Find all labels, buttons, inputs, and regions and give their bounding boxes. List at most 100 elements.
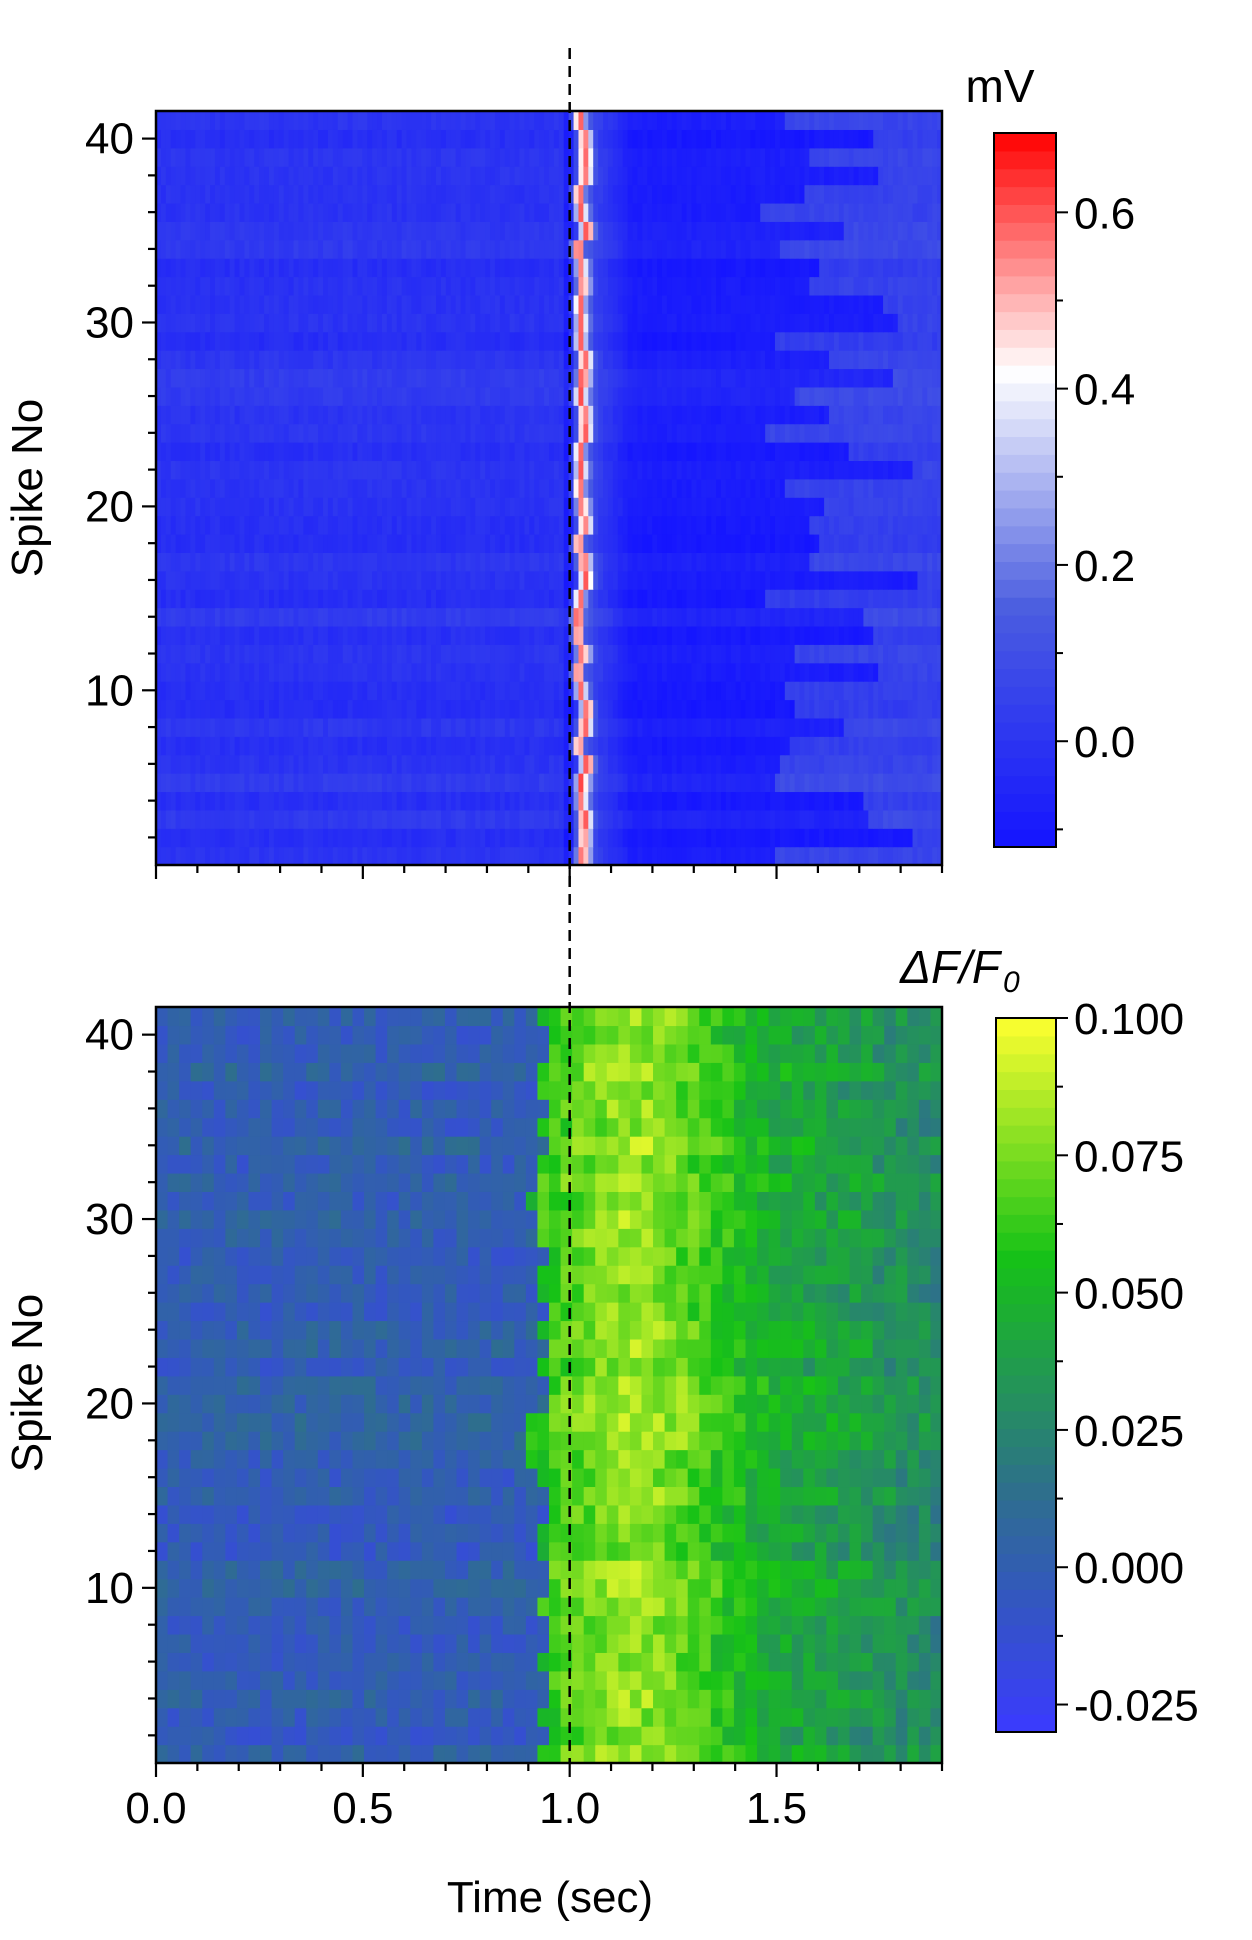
- top-heatmap-cell: [318, 460, 324, 480]
- top-heatmap-cell: [195, 644, 201, 664]
- top-heatmap-cell: [553, 828, 560, 848]
- top-heatmap-cell: [716, 313, 722, 333]
- top-heatmap-cell: [558, 533, 565, 553]
- top-heatmap-cell: [725, 313, 732, 333]
- top-heatmap-cell: [229, 423, 236, 443]
- top-heatmap-cell: [578, 625, 584, 645]
- top-heatmap-cell: [480, 717, 486, 737]
- top-heatmap-cell: [750, 662, 756, 682]
- top-heatmap-cell: [160, 589, 167, 609]
- top-heatmap-cell: [549, 331, 555, 351]
- top-heatmap-cell: [642, 533, 648, 553]
- top-heatmap-cell: [244, 754, 250, 774]
- top-heatmap-cell: [445, 791, 452, 811]
- top-heatmap-cell: [156, 368, 162, 388]
- top-heatmap-cell: [499, 552, 506, 572]
- top-heatmap-cell: [568, 478, 575, 498]
- top-heatmap-cell: [774, 662, 781, 682]
- top-heatmap-cell: [259, 331, 265, 351]
- top-heatmap-cell: [308, 625, 314, 645]
- top-heatmap-cell: [352, 773, 359, 793]
- top-heatmap-cell: [701, 570, 707, 590]
- top-heatmap-cell: [902, 313, 909, 333]
- top-heatmap-cell: [180, 791, 187, 811]
- top-heatmap-cell: [858, 478, 864, 498]
- top-heatmap-cell: [195, 423, 201, 443]
- top-heatmap-cell: [804, 386, 810, 406]
- top-heatmap-cell: [568, 313, 575, 333]
- top-heatmap-cell: [205, 644, 211, 664]
- top-heatmap-cell: [544, 533, 550, 553]
- top-heatmap-cell: [691, 644, 697, 664]
- top-heatmap-cell: [185, 533, 191, 553]
- top-heatmap-cell: [219, 809, 226, 829]
- top-heatmap-cell: [239, 331, 246, 351]
- top-heatmap-cell: [897, 552, 904, 572]
- top-heatmap-cell: [259, 386, 265, 406]
- top-heatmap-cell: [829, 754, 835, 774]
- top-heatmap-cell: [278, 662, 285, 682]
- top-heatmap-cell: [691, 662, 697, 682]
- top-heatmap-cell: [357, 460, 363, 480]
- top-heatmap-cell: [937, 460, 943, 480]
- top-heatmap-cell: [671, 625, 678, 645]
- top-heatmap-cell: [180, 552, 187, 572]
- top-heatmap-cell: [563, 294, 570, 314]
- top-heatmap-cell: [632, 386, 639, 406]
- top-heatmap-cell: [740, 809, 747, 829]
- top-heatmap-cell: [268, 846, 275, 866]
- top-heatmap-cell: [578, 589, 584, 609]
- top-heatmap-cell: [308, 368, 314, 388]
- top-heatmap-cell: [494, 681, 501, 701]
- top-heatmap-cell: [907, 809, 914, 829]
- top-heatmap-cell: [529, 294, 535, 314]
- top-heatmap-cell: [588, 717, 594, 737]
- top-heatmap-cell: [401, 331, 408, 351]
- top-heatmap-cell: [381, 625, 388, 645]
- top-heatmap-cell: [170, 552, 177, 572]
- top-heatmap-cell: [632, 515, 639, 535]
- top-heatmap-cell: [436, 754, 442, 774]
- top-heatmap-cell: [735, 791, 742, 811]
- top-heatmap-cell: [381, 515, 388, 535]
- top-heatmap-cell: [303, 809, 309, 829]
- top-heatmap-cell: [652, 478, 658, 498]
- top-heatmap-cell: [367, 644, 373, 664]
- top-heatmap-cell: [873, 294, 879, 314]
- top-heatmap-cell: [475, 386, 481, 406]
- top-heatmap-cell: [809, 442, 815, 462]
- top-heatmap-cell: [661, 423, 668, 443]
- top-heatmap-cell: [342, 350, 349, 370]
- top-heatmap-cell: [588, 533, 594, 553]
- top-heatmap-cell: [583, 809, 589, 829]
- top-heatmap-cell: [544, 405, 550, 425]
- top-heatmap-cell: [367, 717, 373, 737]
- top-heatmap-cell: [784, 405, 791, 425]
- top-heatmap-cell: [200, 717, 206, 737]
- top-heatmap-cell: [283, 736, 290, 756]
- top-heatmap-cell: [711, 736, 717, 756]
- top-heatmap-cell: [244, 294, 250, 314]
- top-heatmap-cell: [922, 607, 928, 627]
- top-heatmap-cell: [504, 828, 511, 848]
- top-heatmap-cell: [716, 681, 722, 701]
- top-heatmap-cell: [337, 699, 344, 719]
- top-heatmap-cell: [455, 607, 462, 627]
- top-heatmap-cell: [794, 460, 801, 480]
- top-heatmap-cell: [848, 331, 855, 351]
- top-heatmap-cell: [332, 809, 339, 829]
- top-heatmap-cell: [657, 699, 663, 719]
- top-heatmap-cell: [647, 662, 653, 682]
- top-heatmap-cell: [902, 294, 909, 314]
- top-heatmap-cell: [922, 717, 928, 737]
- top-heatmap-cell: [156, 589, 162, 609]
- top-heatmap-cell: [396, 350, 403, 370]
- top-heatmap-cell: [323, 570, 329, 590]
- top-heatmap-cell: [612, 368, 619, 388]
- top-heatmap-cell: [249, 754, 255, 774]
- top-heatmap-cell: [234, 607, 241, 627]
- top-heatmap-cell: [804, 478, 810, 498]
- top-heatmap-cell: [681, 681, 688, 701]
- top-heatmap-cell: [160, 662, 167, 682]
- top-heatmap-cell: [819, 644, 825, 664]
